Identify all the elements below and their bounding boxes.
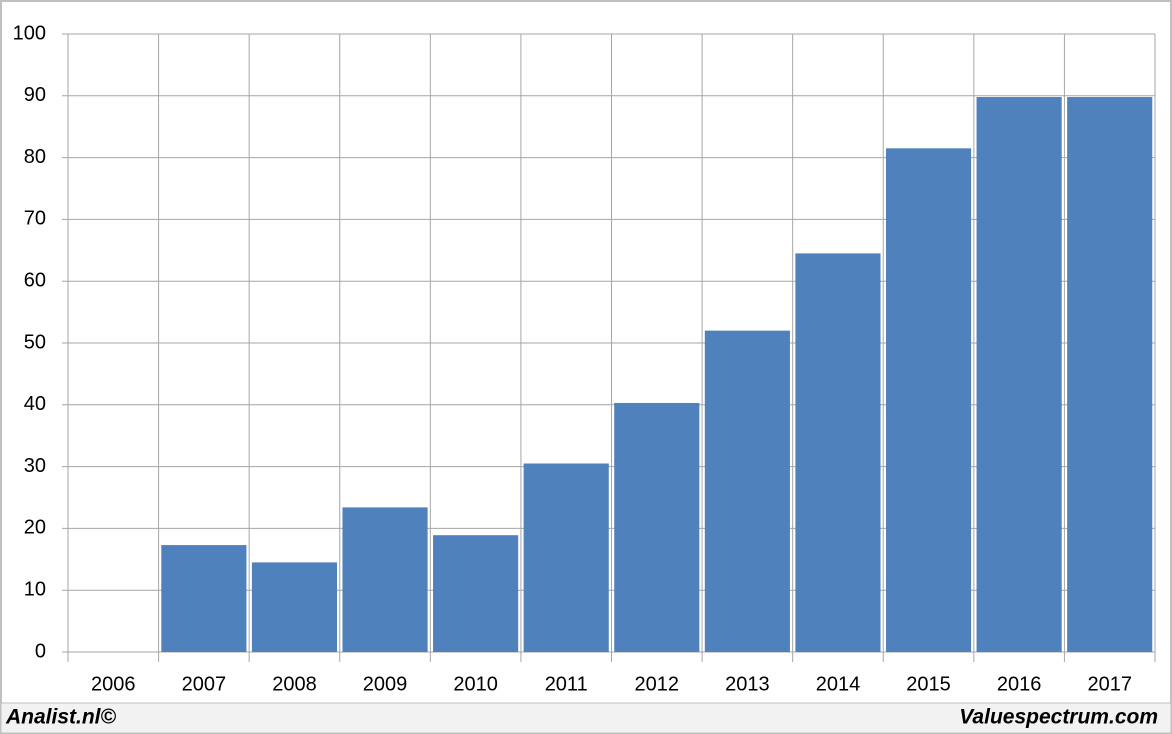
- footer-right: Valuespectrum.com: [959, 706, 1158, 729]
- bar: [704, 330, 790, 652]
- x-tick-label: 2007: [182, 673, 227, 695]
- x-tick-label: 2016: [997, 673, 1042, 695]
- x-tick-label: 2013: [725, 673, 770, 695]
- y-tick-label: 20: [24, 517, 46, 539]
- y-tick-label: 90: [24, 84, 46, 106]
- bar: [161, 545, 247, 652]
- x-tick-label: 2014: [816, 673, 861, 695]
- bar: [614, 402, 700, 652]
- footer-left: Analist.nl©: [5, 706, 117, 729]
- bar: [1067, 97, 1153, 652]
- bar: [342, 507, 428, 652]
- bar: [976, 97, 1062, 652]
- bar: [433, 535, 519, 652]
- x-tick-label: 2012: [635, 673, 680, 695]
- x-tick-label: 2015: [906, 673, 951, 695]
- y-tick-label: 70: [24, 208, 46, 230]
- y-tick-label: 30: [24, 455, 46, 477]
- y-tick-label: 50: [24, 331, 46, 353]
- bar: [885, 148, 972, 652]
- bar: [523, 463, 609, 652]
- x-tick-label: 2017: [1087, 673, 1132, 695]
- y-tick-label: 40: [24, 393, 46, 415]
- y-tick-label: 100: [13, 22, 46, 44]
- x-tick-label: 2008: [272, 673, 317, 695]
- bar: [795, 253, 881, 652]
- bar: [251, 562, 338, 652]
- x-tick-label: 2011: [545, 673, 588, 695]
- y-tick-label: 0: [35, 640, 46, 662]
- y-tick-label: 60: [24, 269, 46, 291]
- footer-bar: [0, 702, 1172, 734]
- x-tick-label: 2009: [363, 673, 408, 695]
- x-tick-label: 2010: [453, 673, 498, 695]
- y-tick-label: 10: [24, 578, 46, 600]
- y-tick-label: 80: [24, 146, 46, 168]
- x-tick-label: 2006: [91, 673, 136, 695]
